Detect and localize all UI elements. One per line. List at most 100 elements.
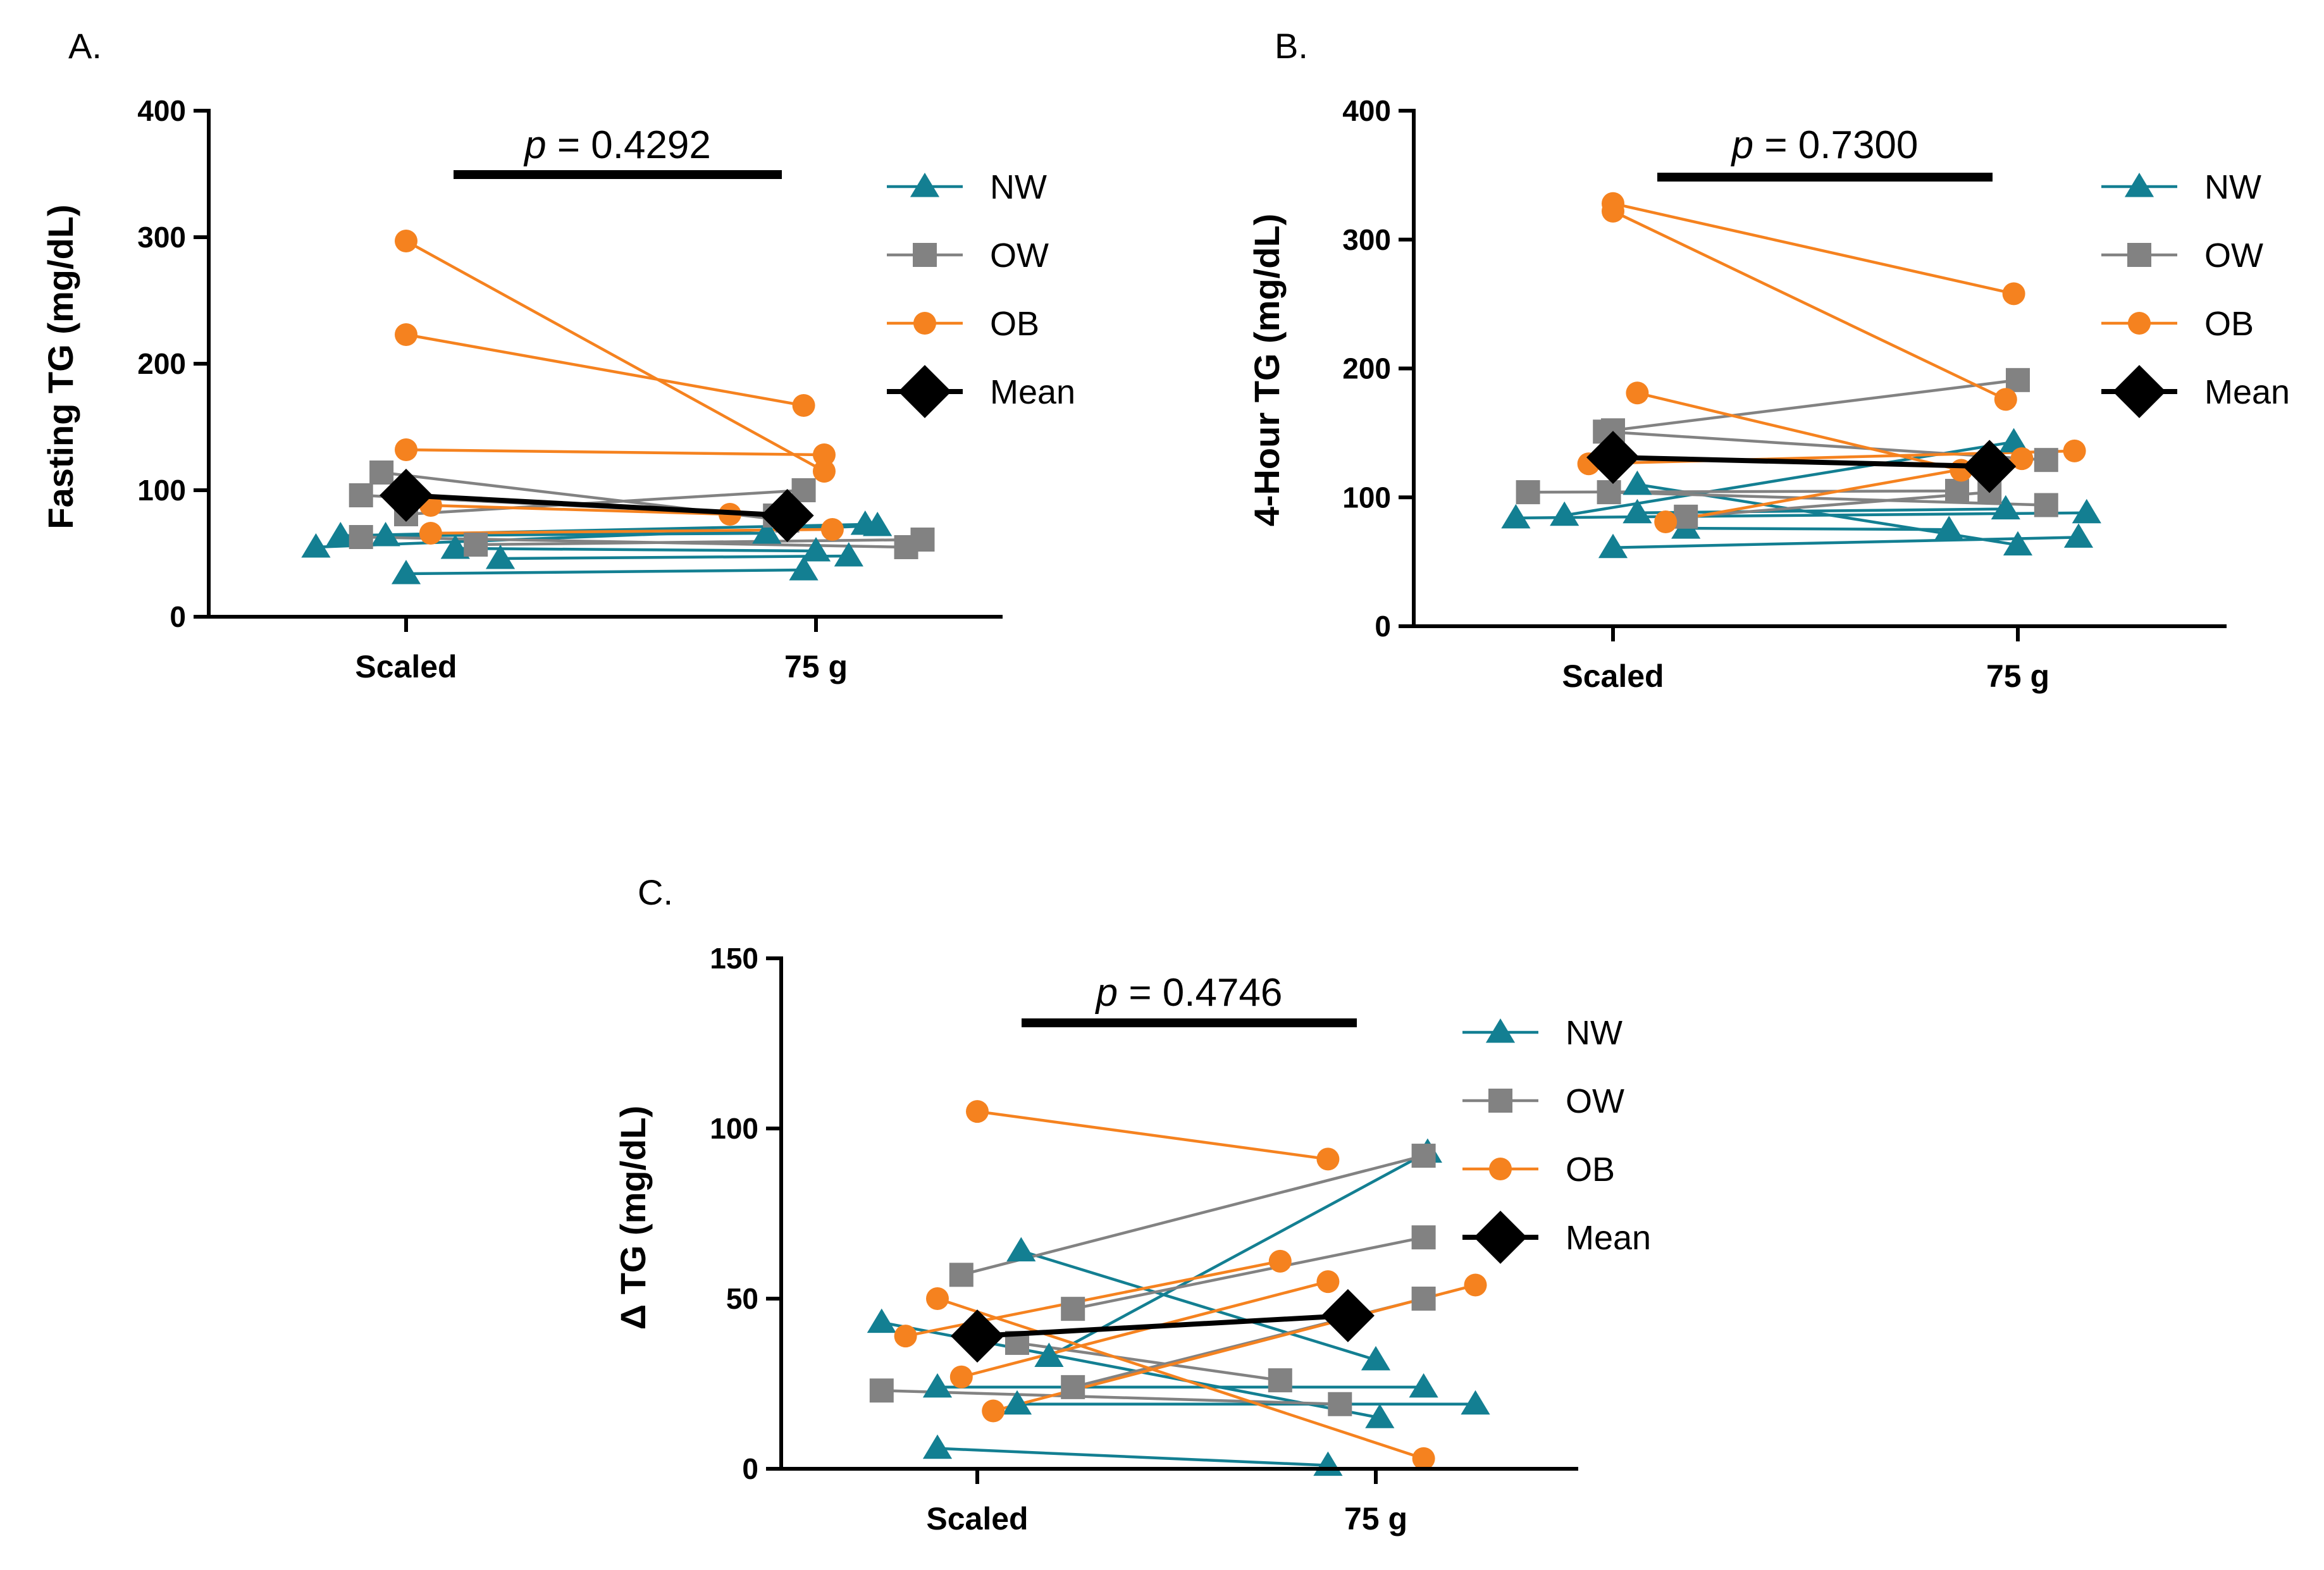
panel-c-p-value: p = 0.4746	[1095, 971, 1283, 1015]
legend-item-mean: Mean	[2101, 365, 2290, 418]
point-nw-75g	[2003, 531, 2033, 556]
point-nw-75g	[1461, 1390, 1490, 1415]
point-ob-scaled	[926, 1287, 949, 1310]
y-tick-label: 0	[170, 600, 186, 633]
point-ob-75g	[792, 394, 815, 417]
legend-marker-mean	[2113, 365, 2166, 418]
point-nw-scaled	[485, 545, 516, 569]
panel-a-plot	[301, 230, 935, 584]
point-nw-scaled	[1501, 504, 1531, 529]
point-ob-scaled	[1654, 510, 1678, 533]
panel-c-p-text: = 0.4746	[1118, 971, 1282, 1015]
y-tick-label: 100	[137, 474, 186, 507]
legend-item-ob: OB	[1462, 1151, 1615, 1189]
pair-line-ow	[1612, 378, 2018, 432]
point-ob-scaled	[949, 1365, 973, 1388]
pair-line-ow	[1072, 1235, 1425, 1311]
pair-line-ow	[1017, 1341, 1281, 1382]
legend-marker-ow	[913, 243, 937, 267]
legend-label-ow: OW	[990, 237, 1049, 275]
pair-line-ow	[405, 488, 804, 516]
legend-item-ow: OW	[887, 237, 1049, 275]
point-nw-75g	[1934, 516, 1964, 540]
panel-c-label: C.	[638, 872, 673, 912]
mean-line	[977, 1313, 1349, 1339]
legend-label-ow: OW	[2204, 237, 2263, 275]
panel-c-xtick-scaled: Scaled	[926, 1501, 1028, 1536]
point-ob-75g	[1464, 1273, 1487, 1297]
legend-item-mean: Mean	[887, 365, 1075, 418]
point-nw-scaled	[922, 1434, 953, 1459]
point-ow-75g	[1268, 1368, 1292, 1393]
legend-item-nw: NW	[2101, 168, 2261, 206]
pair-line-nw	[1048, 1151, 1428, 1358]
legend-label-ob: OB	[1566, 1151, 1615, 1189]
panel-b: B. 4-Hour TG (mg/dL) 0 100 200 300 400 Scale…	[1247, 26, 2290, 694]
panel-b-y-ticks: 0 100 200 300 400	[1342, 94, 2020, 643]
point-nw-scaled	[301, 533, 331, 558]
point-nw-scaled	[867, 1308, 896, 1333]
point-ow-75g	[2034, 493, 2058, 517]
panel-c-xtick-75g: 75 g	[1344, 1501, 1407, 1536]
legend-item-ow: OW	[1462, 1082, 1624, 1120]
y-tick-label: 100	[710, 1112, 758, 1145]
point-nw-scaled	[922, 1373, 953, 1398]
point-ow-scaled	[464, 533, 488, 557]
pair-line-ob	[430, 504, 730, 516]
pair-line-ow	[1528, 489, 1958, 494]
panel-c-y-ticks: 0 50 100 150	[710, 942, 1378, 1485]
legend-label-ow: OW	[1566, 1082, 1624, 1120]
panel-a-label: A.	[68, 26, 102, 66]
panel-b-xtick-75g: 75 g	[1986, 658, 2049, 694]
point-nw-scaled	[391, 560, 421, 584]
point-nw-scaled	[1550, 501, 1579, 526]
point-ow-scaled	[349, 525, 373, 549]
point-ob-75g	[2002, 282, 2025, 306]
pair-line-ob	[405, 333, 804, 407]
point-ob-scaled	[395, 438, 417, 461]
legend-marker-ow	[1488, 1089, 1512, 1113]
legend-item-ob: OB	[2101, 305, 2254, 343]
panel-c-legend: NW OW OB Mean	[1462, 1014, 1651, 1264]
legend-item-nw: NW	[1462, 1014, 1622, 1052]
point-ow-scaled	[1674, 504, 1698, 529]
point-ob-75g	[2063, 439, 2086, 462]
point-ow-75g	[1411, 1225, 1436, 1250]
panel-a-xtick-scaled: Scaled	[355, 649, 457, 684]
panel-c-p-symbol: p	[1095, 971, 1118, 1015]
point-ow-scaled	[1516, 480, 1540, 505]
point-ow-75g	[1945, 479, 1969, 504]
point-nw-75g	[1365, 1404, 1395, 1428]
panel-a-legend: NW OW OB Mean	[887, 168, 1075, 418]
pair-line-ow	[881, 1389, 1340, 1406]
point-ob-scaled	[1626, 381, 1649, 405]
pair-line-nw	[937, 1447, 1328, 1467]
point-ob-75g	[1316, 1147, 1340, 1171]
pair-line-nw	[1686, 526, 1950, 531]
point-ob-75g	[812, 443, 836, 466]
point-nw-scaled	[1598, 533, 1628, 559]
y-tick-label: 100	[1342, 481, 1391, 514]
y-tick-label: 50	[726, 1282, 758, 1315]
panel-a-p-value: p = 0.4292	[523, 123, 711, 167]
point-ob-scaled	[982, 1399, 1005, 1423]
legend-label-ob: OB	[2204, 305, 2254, 343]
mean-point-scaled	[951, 1309, 1004, 1363]
panel-a-p-text: = 0.4292	[547, 123, 711, 167]
point-ob-scaled	[419, 522, 442, 545]
point-nw-75g	[2072, 498, 2101, 524]
pair-line-ob	[1612, 202, 2015, 295]
legend-marker-ow	[2127, 243, 2151, 267]
point-nw-scaled	[1622, 498, 1652, 524]
legend-item-nw: NW	[887, 168, 1047, 206]
point-ob-scaled	[894, 1325, 917, 1348]
point-ow-75g	[1411, 1287, 1436, 1311]
legend-label-mean: Mean	[1566, 1219, 1651, 1257]
point-ow-scaled	[949, 1263, 973, 1287]
pair-line-ob	[1612, 209, 2006, 401]
legend-label-nw: NW	[990, 168, 1047, 206]
point-nw-75g	[752, 519, 782, 544]
pair-line-nw	[500, 554, 849, 560]
legend-marker-ob	[1489, 1158, 1512, 1180]
